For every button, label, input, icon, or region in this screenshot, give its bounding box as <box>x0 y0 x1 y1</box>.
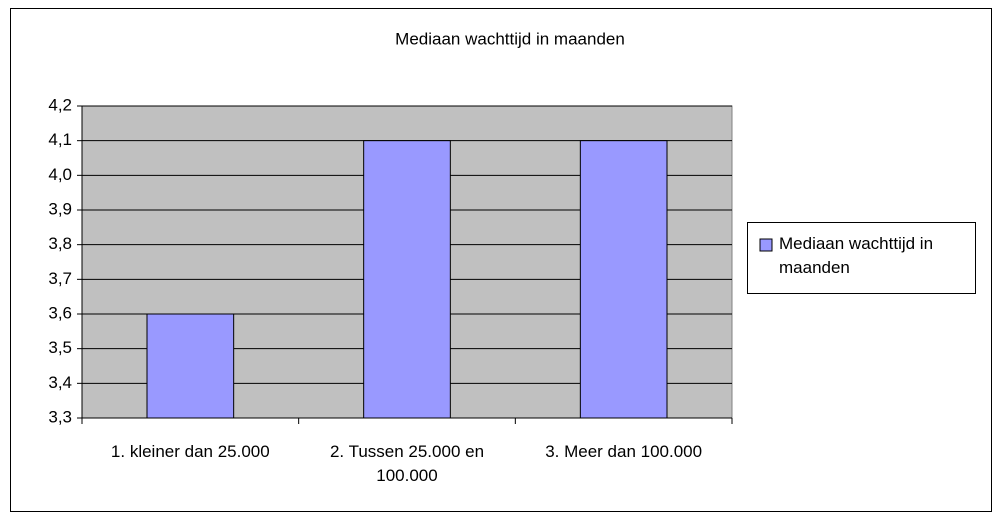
y-tick-label: 4,2 <box>48 95 72 114</box>
bar <box>363 140 451 419</box>
y-tick-label: 3,4 <box>48 373 72 392</box>
y-tick-label: 4,0 <box>48 165 72 184</box>
bar <box>146 313 235 419</box>
y-tick-label: 4,1 <box>48 130 72 149</box>
x-tick-label: 3. Meer dan 100.000 <box>545 442 703 461</box>
y-tick-label: 3,8 <box>48 234 72 253</box>
legend-label: Mediaan wachttijd in maanden <box>779 234 934 277</box>
y-tick-label: 3,3 <box>48 407 72 426</box>
x-tick-label: 1. kleiner dan 25.000 <box>110 442 270 461</box>
legend-swatch <box>759 238 773 252</box>
y-tick-label: 3,9 <box>48 199 72 218</box>
bar <box>579 140 668 419</box>
x-tick-label: 2. Tussen 25.000 en 100.000 <box>329 442 485 485</box>
y-tick-label: 3,5 <box>48 338 72 357</box>
y-tick-label: 3,7 <box>48 269 72 288</box>
y-tick-label: 3,6 <box>48 303 72 322</box>
chart-title: Mediaan wachttijd in maanden <box>395 29 625 48</box>
legend-box <box>747 222 976 294</box>
